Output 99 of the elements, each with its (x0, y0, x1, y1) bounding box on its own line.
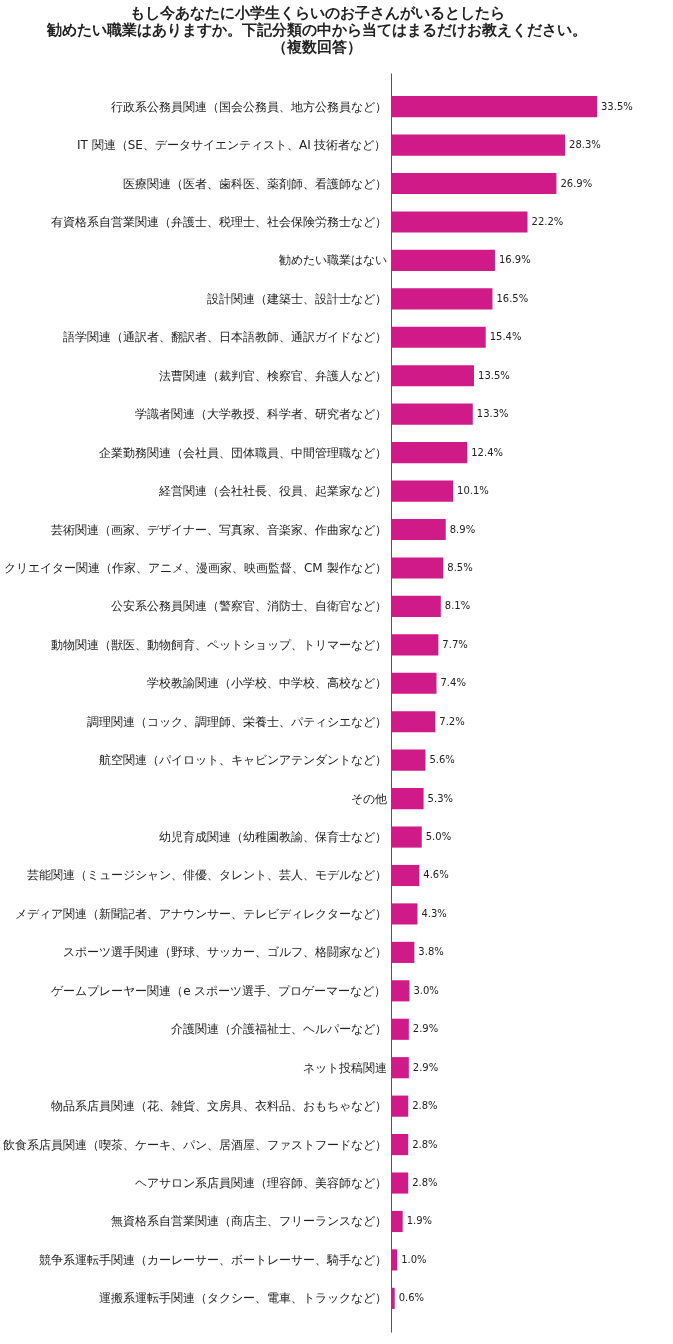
bar (391, 96, 597, 118)
data-label: 22.2% (531, 215, 564, 227)
bar (391, 1210, 403, 1233)
bar (391, 518, 446, 541)
bar (391, 211, 528, 233)
bar (391, 1134, 409, 1156)
y-tick-label: 動物関連（獣医、動物飼育、ペットショップ、トリマーなど） (50, 637, 387, 652)
bar (391, 980, 410, 1002)
y-tick-label: 介護関連（介護福祉士、ヘルパーなど） (170, 1022, 387, 1037)
bar (391, 826, 422, 848)
y-tick-label: 行政系公務員関連（国会公務員、地方公務員など） (110, 99, 387, 114)
text: もし今あなたに小学生くらいのお子さんがいるとしたら (129, 4, 505, 22)
y-tick-label: メディア関連（新聞記者、アナウンサー、テレビディレクターなど） (14, 906, 387, 921)
data-label: 3.0% (413, 984, 439, 996)
data-label: 16.5% (496, 292, 529, 304)
y-tick-label: 調理関連（コック、調理師、栄養士、パティシエなど） (86, 714, 387, 729)
text: （複数回答） (272, 38, 363, 56)
bar (391, 1172, 409, 1194)
data-label: 7.2% (439, 715, 465, 727)
y-tick-label: 学識者関連（大学教授、科学者、研究者など） (134, 407, 387, 422)
y-tick-label: 法曹関連（裁判官、検察官、弁護人など） (158, 368, 387, 383)
y-tick-label: 競争系運転手関連（カーレーサー、ボートレーサー、騎手など） (38, 1252, 387, 1267)
y-tick-label: 有資格系自営業関連（弁護士、税理士、社会保険労務士など） (50, 214, 387, 229)
data-label: 4.3% (421, 907, 447, 919)
bar (391, 1057, 409, 1079)
data-label: 2.8% (412, 1177, 438, 1189)
data-label: 16.9% (498, 254, 531, 266)
bar (391, 403, 473, 425)
y-tick-label: 芸能関連（ミュージシャン、俳優、タレント、芸人、モデルなど） (26, 868, 387, 883)
data-label: 15.4% (489, 331, 522, 343)
y-tick-label: 飲食系店員関連（喫茶、ケーキ、パン、居酒屋、ファストフードなど） (2, 1137, 387, 1152)
y-tick-label: 勧めたい職業はない (278, 253, 387, 268)
data-label: 28.3% (569, 139, 601, 151)
data-label: 2.8% (412, 1138, 438, 1150)
bar (391, 672, 437, 694)
y-tick-label: 無資格系自営業関連（商店主、フリーランスなど） (110, 1214, 387, 1229)
bar (391, 903, 418, 925)
data-label: 8.5% (447, 561, 473, 573)
y-tick-label: スポーツ選手関連（野球、サッカー、ゴルフ、格闘家など） (62, 945, 387, 960)
bar (391, 711, 436, 733)
data-label: 2.9% (412, 1023, 439, 1035)
bar (391, 864, 420, 887)
bar (391, 595, 441, 617)
data-label: 2.8% (412, 1100, 438, 1112)
data-label: 1.9% (406, 1215, 433, 1227)
bar (391, 1018, 409, 1040)
y-tick-label: 語学関連（通訳者、翻訳者、日本語教師、通訳ガイドなど） (62, 330, 387, 345)
data-label: 13.3% (476, 408, 509, 420)
text: 勧めたい職業はありますか。下記分類の中から当てはまるだけお教えください。 (47, 21, 588, 39)
y-tick-label: 幼児育成関連（幼稚園教諭、保育士など） (158, 830, 387, 845)
bar (391, 1249, 398, 1271)
data-label: 2.9% (412, 1061, 439, 1073)
data-label: 33.5% (601, 100, 633, 112)
y-tick-label: クリエイター関連（作家、アニメ、漫画家、映画監督、CM 製作など） (3, 560, 387, 575)
y-tick-label: 公安系公務員関連（警察官、消防士、自衛官など） (110, 599, 387, 614)
data-label: 4.6% (423, 869, 449, 881)
bar (391, 941, 415, 963)
bar (391, 1095, 409, 1117)
bar (391, 365, 475, 387)
y-tick-label: 企業勤務関連（会社員、団体職員、中間管理職など） (98, 445, 387, 460)
data-label: 7.4% (440, 677, 466, 689)
y-tick-label: 物品系店員関連（花、雑貨、文房具、衣料品、おもちゃなど） (50, 1099, 387, 1114)
bar (391, 749, 426, 771)
y-tick-label: その他 (350, 791, 387, 806)
y-tick-label: 芸術関連（画家、デザイナー、写真家、音楽家、作曲家など） (50, 522, 387, 537)
y-tick-label: 医療関連（医者、歯科医、薬剤師、看護師など） (122, 176, 387, 191)
data-label: 10.1% (457, 485, 489, 497)
y-tick-label: 経営関連（会社社長、役員、起業家など） (157, 484, 387, 499)
bar (391, 442, 468, 464)
data-label: 0.6% (398, 1292, 425, 1304)
y-tick-label: 設計関連（建築士、設計士など） (206, 291, 387, 306)
data-label: 26.9% (560, 177, 593, 189)
y-tick-label: 航空関連（パイロット、キャビンアテンダントなど） (98, 753, 387, 768)
data-label: 7.7% (442, 638, 468, 650)
y-tick-label: ネット投稿関連 (302, 1060, 387, 1075)
bar (391, 557, 444, 579)
bar (391, 634, 439, 656)
bar (391, 788, 424, 810)
bar (391, 172, 557, 195)
data-label: 1.0% (401, 1253, 427, 1265)
bar (391, 249, 495, 271)
bar (391, 480, 454, 502)
data-label: 5.3% (427, 792, 453, 804)
bar (391, 1287, 395, 1309)
data-label: 13.5% (478, 369, 510, 381)
bar (391, 134, 566, 156)
bar (391, 326, 486, 348)
data-label: 5.6% (429, 754, 455, 766)
data-label: 8.9% (449, 523, 476, 535)
y-tick-label: 学校教諭関連（小学校、中学校、高校など） (146, 676, 387, 691)
data-label: 3.8% (418, 946, 444, 958)
y-tick-label: IT 関連（SE、データサイエンティスト、AI 技術者など） (77, 138, 387, 153)
y-tick-label: 運搬系運転手関連（タクシー、電車、トラックなど） (98, 1291, 387, 1306)
bar (391, 288, 493, 310)
data-label: 12.4% (471, 446, 504, 458)
y-tick-label: ゲームプレーヤー関連（e スポーツ選手、プロゲーマーなど） (51, 983, 387, 998)
y-tick-label: ヘアサロン系店員関連（理容師、美容師など） (134, 1176, 387, 1191)
data-label: 8.1% (444, 600, 471, 612)
data-label: 5.0% (425, 831, 452, 843)
